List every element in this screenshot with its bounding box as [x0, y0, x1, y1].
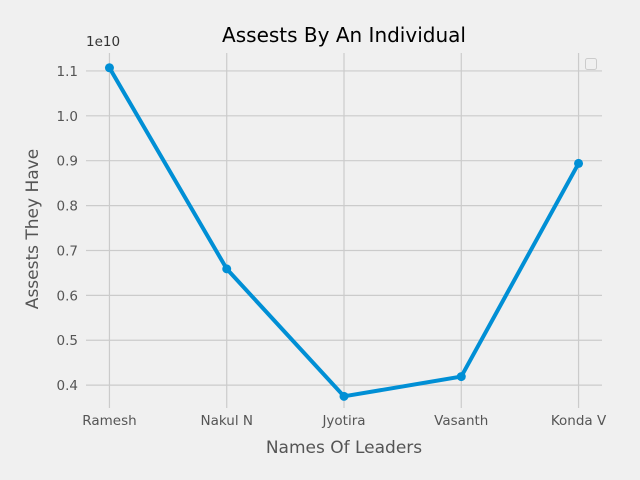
data-point — [222, 264, 232, 274]
y-tick-label: 0.9 — [57, 154, 78, 170]
y-tick-label: 0.5 — [57, 333, 78, 349]
y-tick-label: 0.6 — [57, 288, 78, 304]
data-point — [574, 158, 584, 168]
y-tick-label: 1.0 — [57, 109, 78, 125]
y-offset-label: 1e10 — [86, 34, 120, 50]
y-tick-label: 0.7 — [57, 243, 78, 259]
chart-title: Assests By An Individual — [222, 23, 466, 47]
x-tick-label: Ramesh — [82, 413, 136, 429]
grid — [86, 53, 602, 408]
x-axis-label: Names Of Leaders — [266, 438, 422, 458]
legend-box — [585, 58, 597, 70]
series — [104, 63, 584, 401]
x-tick-label: Konda V — [551, 413, 607, 429]
y-tick-label: 0.4 — [57, 378, 78, 394]
x-tick-label: Vasanth — [434, 413, 488, 429]
data-point — [104, 63, 114, 73]
x-tick-label: Jyotira — [321, 413, 365, 429]
y-tick-label: 0.8 — [57, 199, 78, 215]
y-tick-label: 1.1 — [57, 64, 78, 80]
x-tick-labels: Ramesh Nakul N Jyotira Vasanth Konda V — [82, 413, 607, 429]
data-point — [339, 391, 349, 401]
x-tick-label: Nakul N — [200, 413, 252, 429]
y-axis-label: Assests They Have — [23, 149, 43, 309]
y-tick-labels: 0.4 0.5 0.6 0.7 0.8 0.9 1.0 1.1 — [57, 64, 78, 394]
data-point — [456, 372, 466, 382]
